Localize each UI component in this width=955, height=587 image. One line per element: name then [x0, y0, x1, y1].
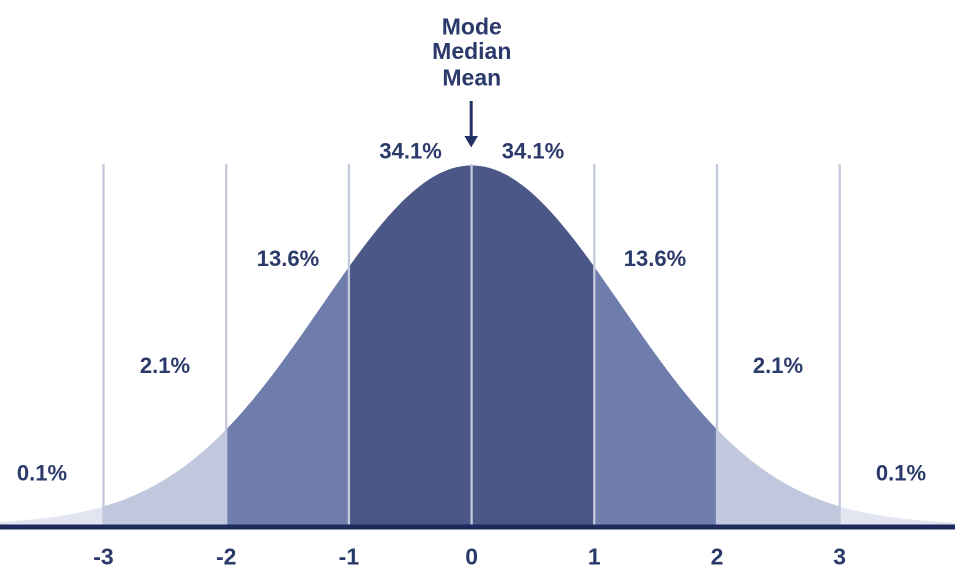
- svg-text:Median: Median: [432, 38, 511, 64]
- svg-text:2.1%: 2.1%: [753, 353, 803, 378]
- svg-text:0.1%: 0.1%: [876, 460, 926, 485]
- svg-text:-2: -2: [216, 544, 236, 570]
- svg-text:0.1%: 0.1%: [17, 460, 67, 485]
- svg-text:-1: -1: [339, 544, 360, 570]
- svg-text:34.1%: 34.1%: [379, 138, 441, 163]
- svg-text:2.1%: 2.1%: [140, 353, 190, 378]
- svg-text:13.6%: 13.6%: [624, 246, 686, 271]
- svg-text:Mode: Mode: [442, 13, 502, 39]
- svg-text:1: 1: [588, 544, 601, 570]
- svg-text:3: 3: [833, 544, 846, 570]
- svg-text:13.6%: 13.6%: [257, 246, 319, 271]
- svg-text:0: 0: [465, 544, 478, 570]
- svg-text:-3: -3: [93, 544, 113, 570]
- svg-text:34.1%: 34.1%: [502, 138, 564, 163]
- svg-text:Mean: Mean: [442, 65, 501, 91]
- svg-text:2: 2: [711, 544, 724, 570]
